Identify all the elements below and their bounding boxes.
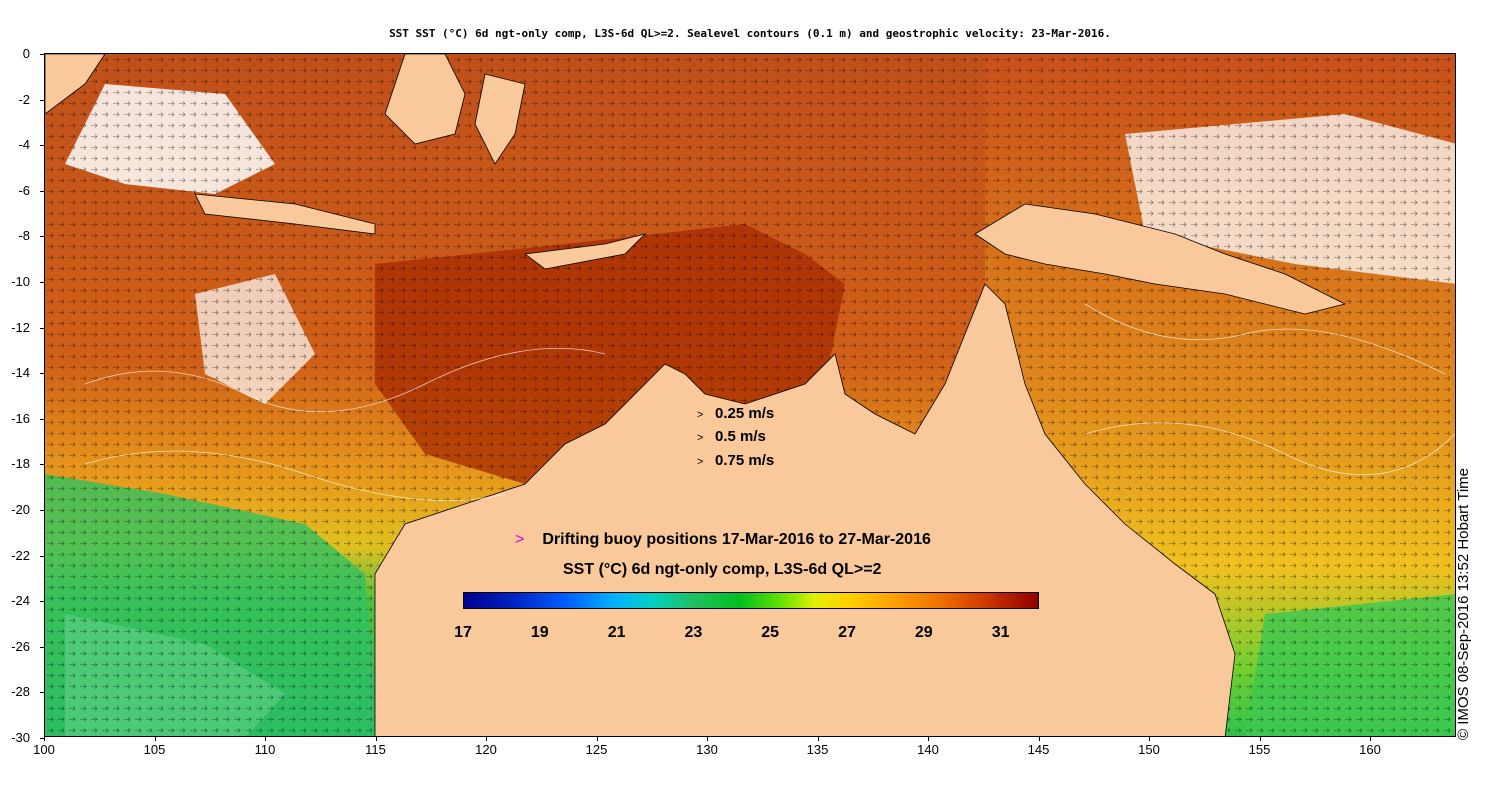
latitude-tick-label: -28	[11, 684, 30, 700]
latitude-tick-mark	[40, 646, 44, 648]
longitude-tick-mark	[1149, 737, 1150, 741]
longitude-tick-label: 110	[254, 742, 276, 757]
longitude-tick-mark	[44, 737, 45, 741]
velocity-scale-025: >0.25 m/s	[697, 405, 775, 422]
contour-3	[1084, 303, 1446, 375]
colorbar-tick-label: 21	[607, 624, 626, 641]
longitude-tick-mark	[486, 737, 487, 741]
latitude-tick-mark	[40, 555, 44, 557]
longitude-tick-label: 155	[1248, 742, 1271, 757]
colorbar-tick-label: 25	[761, 624, 780, 641]
latitude-tick-label: -8	[18, 228, 30, 244]
longitude-tick-label: 105	[143, 742, 166, 757]
latitude-tick-label: -26	[11, 638, 30, 654]
latitude-tick-label: -10	[11, 274, 30, 289]
latitude-tick-mark	[40, 282, 44, 283]
latitude-tick-label: -6	[18, 182, 30, 198]
latitude-tick-mark	[40, 99, 44, 101]
longitude-tick-mark	[596, 737, 598, 741]
latitude-tick-mark	[40, 145, 44, 147]
longitude-tick-label: 145	[1027, 742, 1050, 757]
latitude-tick-mark	[40, 236, 44, 238]
colorbar-tick-label: 17	[454, 624, 472, 641]
sst-map	[44, 53, 1456, 737]
latitude-tick-mark	[40, 418, 44, 420]
colorbar-tick-label: 29	[914, 624, 933, 641]
longitude-tick-label: 100	[33, 742, 55, 757]
latitude-tick-label: -18	[11, 456, 30, 472]
buoy-legend-label: Drifting buoy positions 17-Mar-2016 to 2…	[542, 531, 931, 548]
velocity-arrow-icon: >	[697, 432, 704, 444]
latitude-tick-mark	[40, 464, 44, 466]
longitude-tick-label: 140	[917, 742, 939, 757]
longitude-tick-mark	[1038, 737, 1040, 741]
latitude-tick-label: -20	[11, 502, 30, 517]
longitude-tick-mark	[707, 737, 708, 741]
contour-4	[1084, 422, 1455, 476]
latitude-tick-label: -14	[11, 365, 30, 381]
longitude-tick-label: 130	[696, 742, 718, 757]
sulawesi-land	[474, 73, 526, 165]
longitude-tick-mark	[1370, 737, 1371, 741]
colorbar-tick-label: 27	[838, 624, 856, 641]
java-land	[194, 193, 376, 235]
latitude-tick-mark	[40, 327, 44, 329]
latitude-tick-label: -4	[18, 137, 30, 153]
velocity-scale-075: >0.75 m/s	[697, 452, 775, 469]
longitude-tick-mark	[375, 737, 377, 741]
longitude-tick-label: 160	[1359, 742, 1381, 757]
latitude-tick-label: -2	[18, 91, 30, 107]
contour-1	[84, 347, 606, 413]
longitude-tick-mark	[928, 737, 929, 741]
longitude-tick-mark	[1259, 737, 1261, 741]
latitude-tick-mark	[40, 738, 44, 739]
credit-label: © IMOS 08-Sep-2016 13:52 Hobart Time	[1455, 467, 1472, 740]
velocity-arrow-icon: >	[697, 456, 704, 468]
longitude-tick-label: 115	[365, 742, 386, 757]
longitude-tick-label: 150	[1138, 742, 1160, 757]
latitude-tick-mark	[40, 601, 44, 603]
buoy-legend: > Drifting buoy positions 17-Mar-2016 to …	[515, 531, 931, 549]
timor-land	[523, 233, 647, 270]
longitude-tick-mark	[265, 737, 266, 741]
latitude-tick-label: -30	[11, 730, 30, 745]
latitude-tick-mark	[40, 54, 44, 55]
australia-land	[374, 283, 1236, 736]
sst-map-canvas	[45, 54, 1455, 736]
new-guinea-land	[974, 203, 1347, 315]
sumatra-land	[45, 54, 106, 115]
colorbar-tick-label: 19	[530, 624, 549, 641]
latitude-tick-mark	[40, 190, 44, 192]
latitude-tick-mark	[40, 510, 44, 511]
latitude-tick-mark	[40, 692, 44, 694]
latitude-tick-label: 0	[22, 46, 30, 61]
latitude-tick-label: -16	[11, 410, 30, 426]
latitude-tick-mark	[40, 373, 44, 375]
colorbar-title: SST (°C) 6d ngt-only comp, L3S-6d QL>=2	[563, 561, 882, 578]
borneo-land	[384, 54, 466, 145]
latitude-tick-label: -12	[11, 319, 30, 335]
contour-2	[84, 450, 506, 502]
latitude-tick-label: -24	[11, 593, 30, 609]
longitude-tick-label: 120	[475, 742, 497, 757]
colorbar-tick-label: 23	[684, 624, 703, 641]
longitude-tick-label: 135	[806, 742, 829, 757]
velocity-arrow-icon: >	[697, 409, 704, 421]
buoy-marker-icon: >	[515, 531, 525, 548]
velocity-scale-05: >0.5 m/s	[697, 428, 766, 445]
longitude-tick-label: 125	[585, 742, 608, 757]
longitude-tick-mark	[817, 737, 819, 741]
longitude-tick-mark	[154, 737, 156, 741]
latitude-tick-label: -22	[11, 547, 30, 563]
colorbar-tick-label: 31	[991, 624, 1010, 641]
map-title: SST SST (°C) 6d ngt-only comp, L3S-6d QL…	[389, 27, 1111, 40]
sst-colorbar	[463, 592, 1039, 609]
